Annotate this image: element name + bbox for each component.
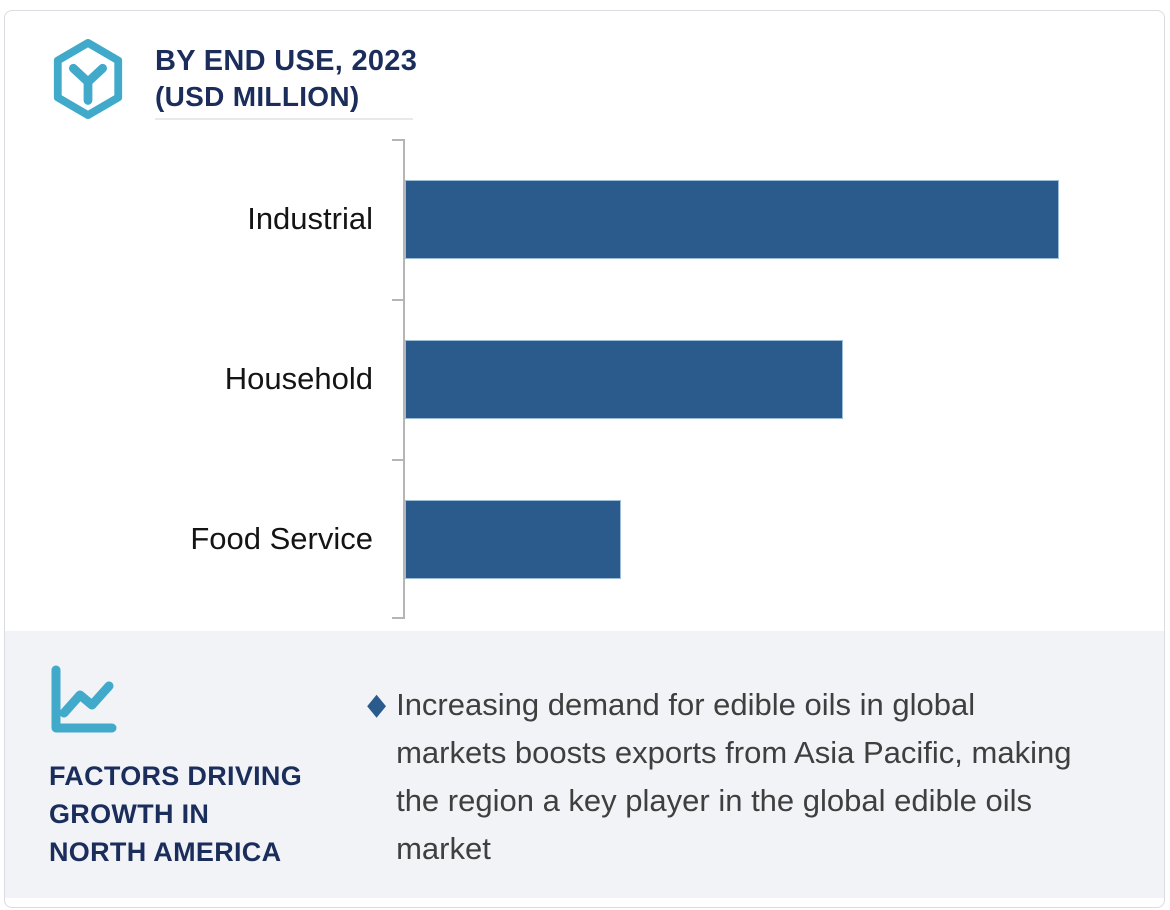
category-label-industrial: Industrial [247,201,373,236]
chart-row: Food Service [5,459,1164,619]
bar-industrial [405,179,1059,259]
diamond-bullet-icon: ◆ [367,688,387,721]
bar-household [405,339,843,419]
category-label-household: Household [224,361,373,396]
line-chart-icon [51,665,117,733]
chart-title: BY END USE, 2023 (USD MILLION) [155,43,417,114]
factors-panel: FACTORS DRIVING GROWTH IN NORTH AMERICA … [5,631,1164,898]
factors-heading: FACTORS DRIVING GROWTH IN NORTH AMERICA [49,757,302,871]
chart-rows: Industrial Household Food Service [5,139,1164,619]
factors-heading-line1: FACTORS DRIVING [49,761,303,791]
factor-bullet-text: Increasing demand for edible oils in glo… [396,687,1072,866]
axis-tick [392,299,404,301]
chart-row: Industrial [5,139,1164,299]
axis-tick [392,459,404,461]
chart-title-line1: BY END USE, 2023 [155,45,418,77]
factor-bullet-item: ◆ Increasing demand for edible oils in g… [365,681,1088,873]
chart-row: Household [5,299,1164,459]
factors-heading-line3: NORTH AMERICA [49,837,282,867]
chart-title-line2: (USD MILLION) [155,81,360,112]
header-underline [155,118,413,120]
bar-food-service [405,499,621,579]
hexagon-y-logo-icon [53,39,123,119]
factors-heading-line2: GROWTH IN [49,799,210,829]
axis-tick [392,139,404,141]
category-label-food-service: Food Service [190,521,373,556]
chart-card: BY END USE, 2023 (USD MILLION) Industria… [4,10,1165,908]
category-axis-line [403,139,405,619]
axis-tick [392,617,404,619]
